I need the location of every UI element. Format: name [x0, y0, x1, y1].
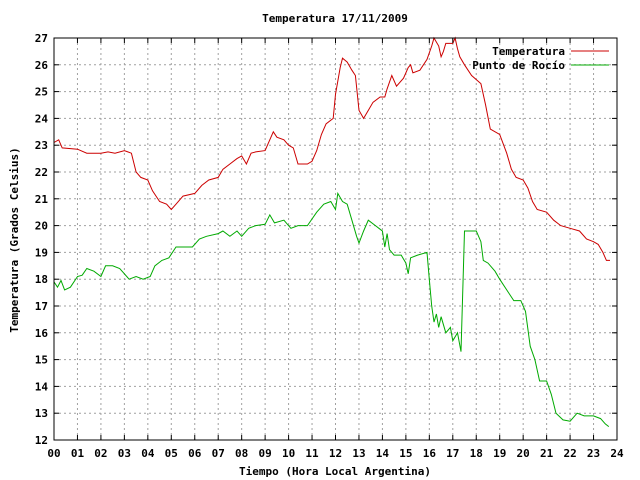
- y-tick-label: 23: [35, 139, 48, 152]
- x-tick-label: 12: [329, 447, 342, 460]
- x-tick-label: 00: [47, 447, 60, 460]
- x-tick-label: 08: [235, 447, 248, 460]
- chart-title: Temperatura 17/11/2009: [262, 12, 408, 25]
- ticks: [53, 37, 618, 441]
- y-tick-label: 12: [35, 434, 48, 447]
- y-tick-label: 18: [35, 273, 48, 286]
- y-tick-label: 22: [35, 166, 48, 179]
- y-tick-label: 19: [35, 246, 48, 259]
- y-tick-label: 16: [35, 327, 49, 340]
- x-axis-label: Tiempo (Hora Local Argentina): [239, 465, 431, 478]
- y-tick-label: 21: [35, 193, 49, 206]
- x-tick-label: 24: [610, 447, 624, 460]
- y-tick-label: 15: [35, 354, 48, 367]
- series-layer: [53, 36, 610, 427]
- x-tick-label: 18: [470, 447, 483, 460]
- x-tick-label: 10: [282, 447, 295, 460]
- y-tick-label: 26: [35, 59, 49, 72]
- x-tick-label: 06: [188, 447, 202, 460]
- x-tick-label: 17: [446, 447, 459, 460]
- y-tick-label: 13: [35, 407, 48, 420]
- x-tick-label: 04: [141, 447, 155, 460]
- series-line-punto-de-roc-o: [53, 191, 610, 427]
- x-tick-label: 13: [352, 447, 365, 460]
- legend-label: Temperatura: [492, 45, 565, 58]
- x-tick-label: 07: [212, 447, 225, 460]
- x-tick-label: 15: [399, 447, 412, 460]
- x-tick-label: 05: [165, 447, 178, 460]
- x-tick-label: 01: [71, 447, 85, 460]
- y-tick-label: 17: [35, 300, 48, 313]
- y-tick-label: 25: [35, 86, 48, 99]
- y-tick-label: 27: [35, 32, 48, 45]
- y-tick-label: 20: [35, 220, 48, 233]
- x-tick-label: 09: [259, 447, 272, 460]
- x-tick-label: 16: [423, 447, 437, 460]
- x-tick-label: 22: [563, 447, 576, 460]
- legend-label: Punto de Rocío: [472, 59, 565, 72]
- tick-labels: 00 01 02 03 04 05 06 07 08 09 10 11 12 13 14 15 16 17 18 19…: [35, 32, 624, 460]
- y-tick-label: 24: [35, 112, 49, 125]
- x-tick-label: 20: [517, 447, 530, 460]
- x-tick-label: 03: [118, 447, 131, 460]
- x-tick-label: 19: [493, 447, 506, 460]
- x-tick-label: 02: [94, 447, 107, 460]
- x-tick-label: 21: [540, 447, 554, 460]
- y-axis-label: Temperatura (Grados Celsius): [8, 147, 21, 332]
- x-tick-label: 23: [587, 447, 600, 460]
- grid: [54, 38, 617, 440]
- x-tick-label: 11: [305, 447, 319, 460]
- x-tick-label: 14: [376, 447, 390, 460]
- y-tick-label: 14: [35, 380, 49, 393]
- series-line-temperatura: [53, 36, 610, 261]
